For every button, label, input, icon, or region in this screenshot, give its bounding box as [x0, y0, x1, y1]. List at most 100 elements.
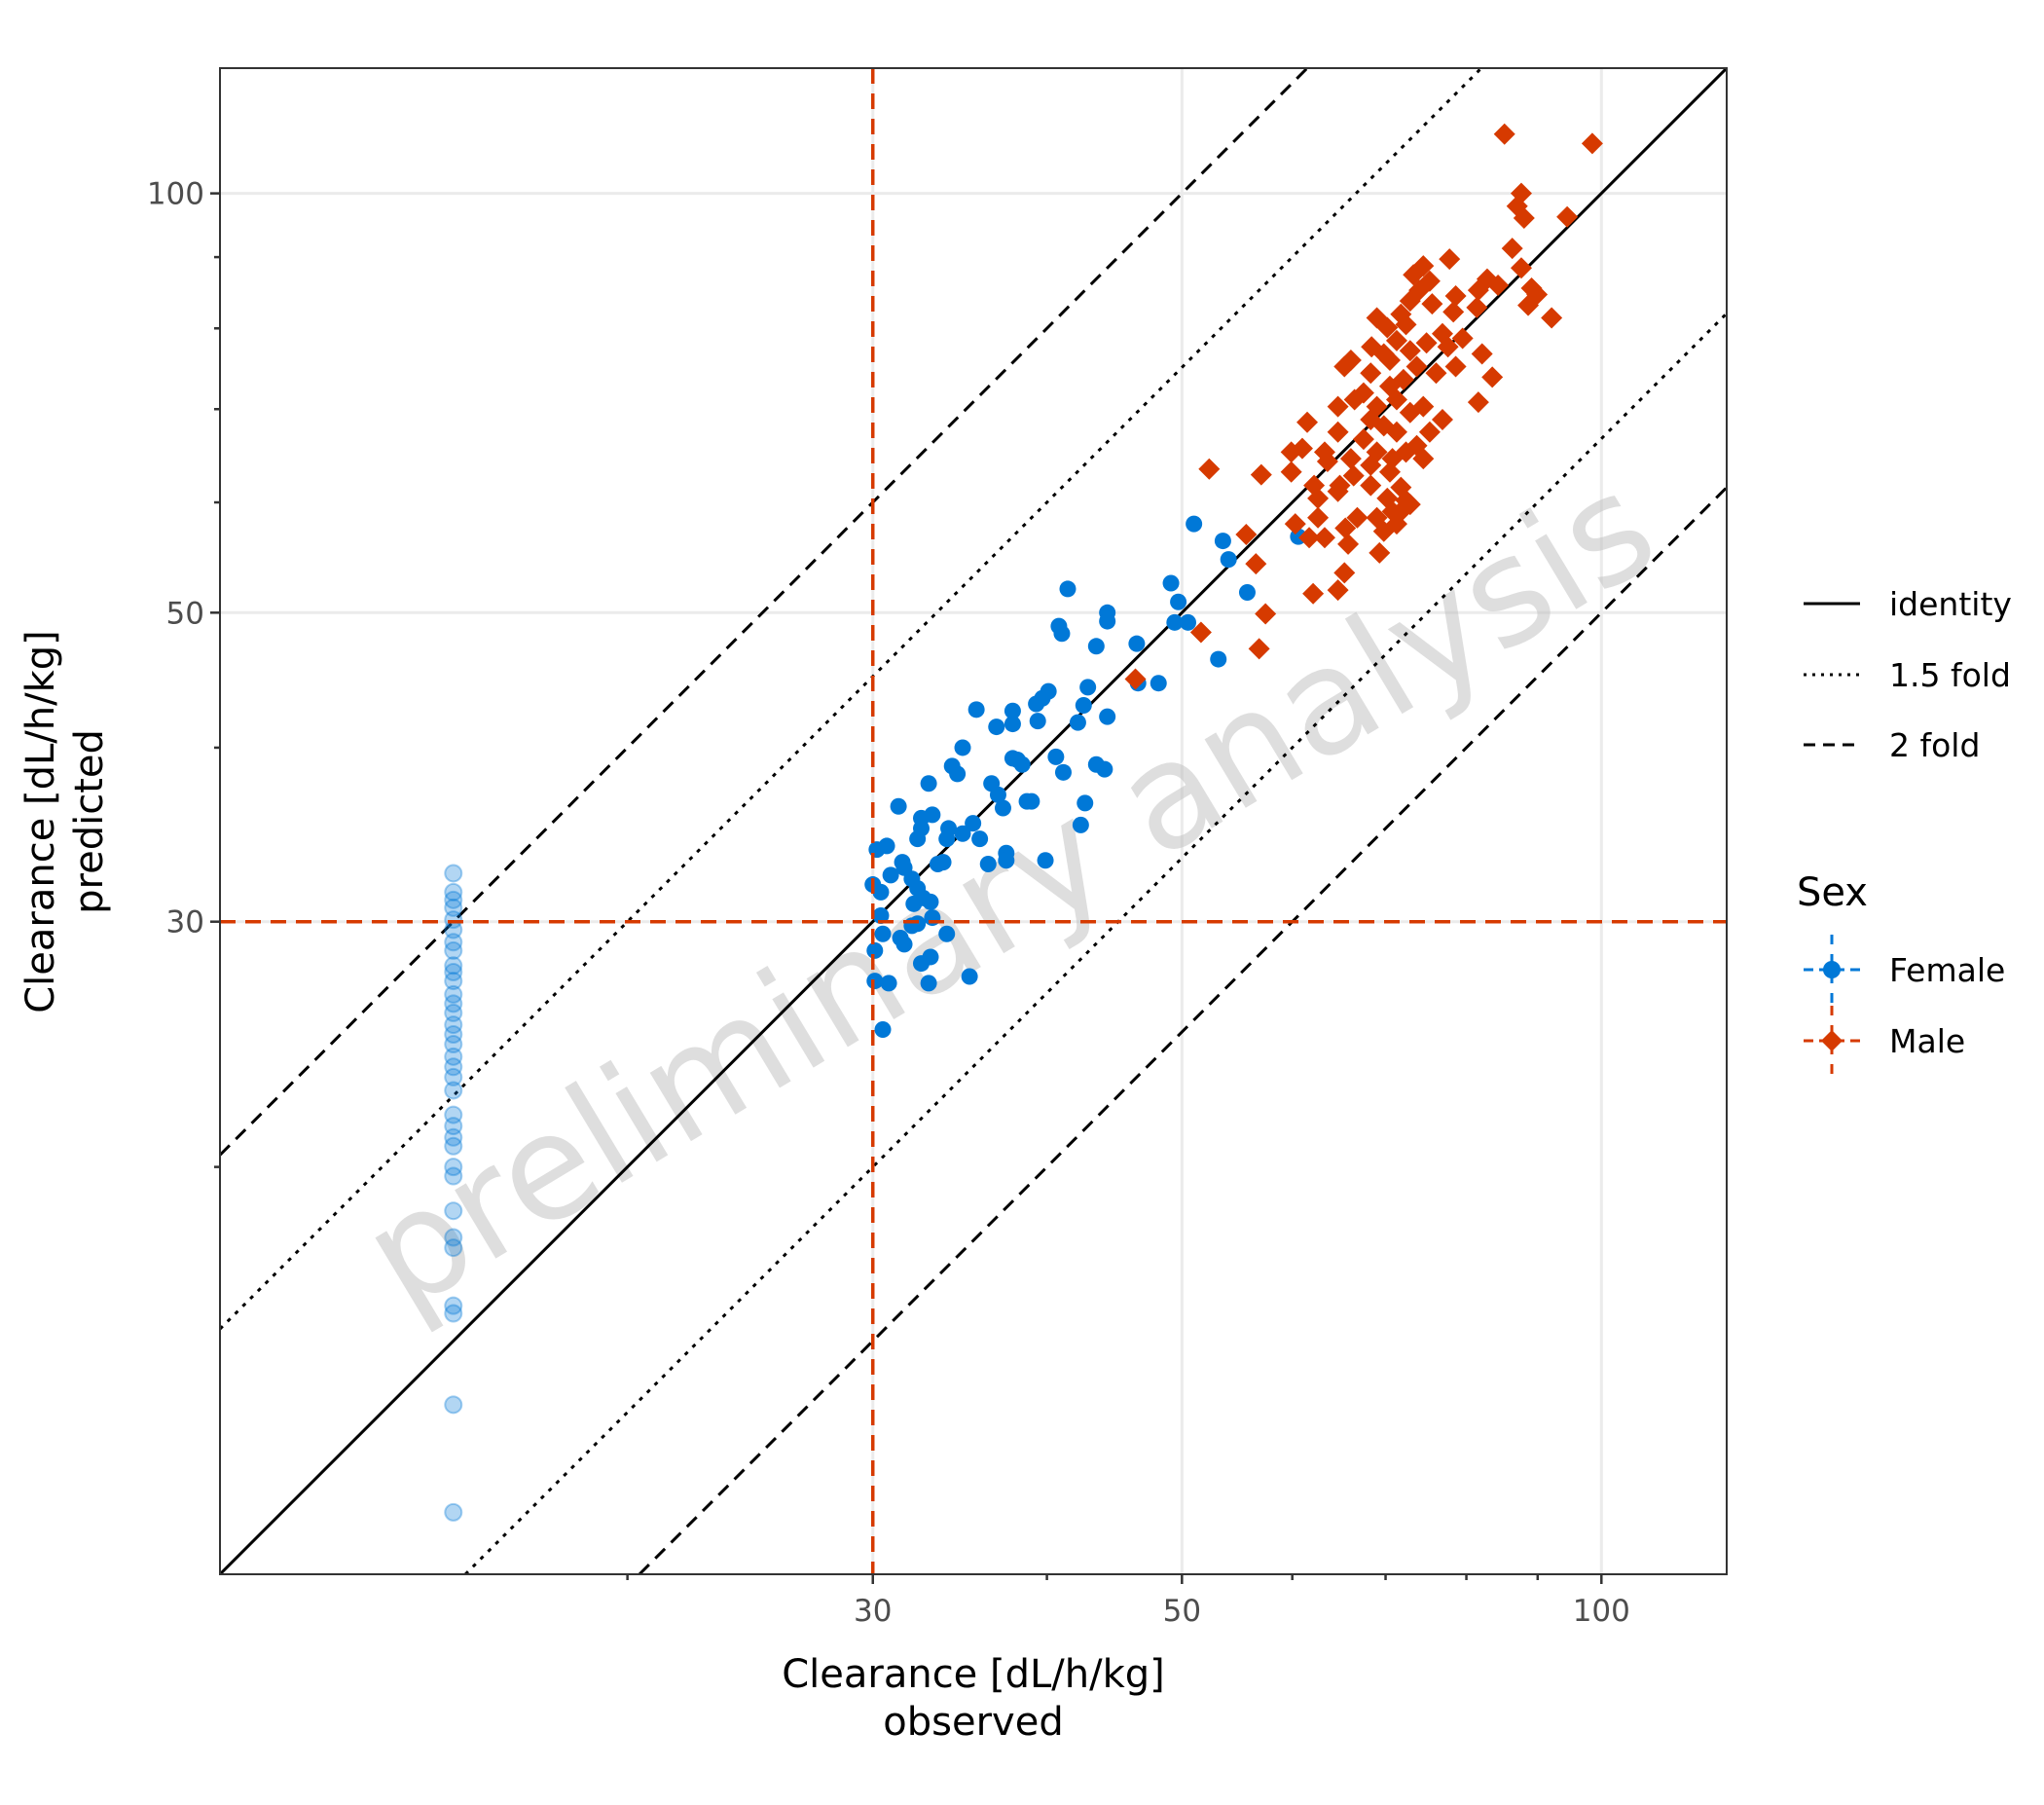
male-point: [1343, 388, 1366, 411]
male-point: [1405, 355, 1428, 378]
male-point: [1360, 454, 1382, 476]
female-point: [872, 907, 890, 925]
y-tick-label: 100: [147, 177, 204, 212]
male-point: [1346, 506, 1369, 529]
female-point: [1162, 574, 1180, 592]
male-point: [1513, 206, 1535, 229]
female-point: [1053, 625, 1071, 643]
female-point: [989, 786, 1006, 803]
male-point: [1124, 668, 1147, 690]
female-point: [872, 883, 890, 901]
female-point: [874, 925, 892, 942]
x-axis-title: Clearance [dL/h/kg] observed: [782, 1652, 1165, 1745]
female-blq-point: [444, 972, 463, 991]
male-point: [1327, 480, 1349, 502]
female-blq-point: [444, 994, 463, 1013]
female-blq-point: [444, 1296, 463, 1315]
male-point: [1378, 460, 1401, 483]
female-point: [1170, 593, 1187, 610]
female-point: [1096, 760, 1113, 778]
female-blq-point: [444, 963, 463, 982]
male-point: [1302, 582, 1325, 605]
male-point: [1581, 132, 1603, 155]
female-blq-point: [444, 940, 463, 960]
male-point: [1339, 448, 1362, 470]
female-blq-point: [444, 1502, 463, 1522]
male-point: [1421, 293, 1443, 315]
male-point: [1412, 448, 1435, 470]
female-point: [878, 837, 895, 855]
female-point: [1059, 580, 1077, 598]
female-point: [1150, 675, 1167, 692]
female-blq-point: [444, 1067, 463, 1087]
female-point: [1047, 748, 1065, 765]
female-point: [1238, 584, 1256, 602]
male-point: [1333, 355, 1356, 378]
female-point: [1220, 551, 1237, 569]
male-point: [1360, 362, 1382, 385]
male-point: [1342, 464, 1365, 487]
male-point: [1541, 307, 1563, 329]
male-point: [1399, 340, 1421, 362]
female-blq-point: [444, 890, 463, 909]
reference-line-1-5-fold: [464, 312, 1727, 1574]
legend-key-male: [1804, 1006, 1860, 1076]
female-point: [1087, 638, 1105, 655]
legend-label-identity: identity: [1889, 585, 2012, 623]
female-point: [880, 975, 897, 992]
x-tick-label: 30: [854, 1594, 892, 1629]
x-axis-title-line-1: Clearance [dL/h/kg]: [782, 1652, 1165, 1697]
female-point: [920, 975, 937, 992]
female-point: [1186, 515, 1203, 533]
female-point: [988, 718, 1005, 736]
y-tick-label: 30: [166, 905, 204, 940]
female-point: [1099, 612, 1116, 630]
female-blq-point: [444, 1003, 463, 1022]
male-point: [1291, 437, 1313, 460]
male-point: [1385, 388, 1407, 411]
female-blq-point: [444, 1127, 463, 1147]
female-point: [913, 809, 931, 827]
lloq-lines: [220, 68, 1727, 1574]
female-point: [1004, 702, 1021, 719]
reference-line-2-fold: [220, 68, 1309, 1157]
male-point: [1444, 285, 1467, 308]
female-point: [924, 909, 941, 927]
female-blq-point: [444, 1024, 463, 1044]
female-blq-point: [444, 1081, 463, 1100]
female-blq-point: [444, 1015, 463, 1035]
female-blq-point: [444, 1395, 463, 1415]
female-blq-point: [444, 956, 463, 976]
male-point: [1378, 349, 1401, 371]
female-point: [874, 1020, 892, 1038]
female-point: [1214, 533, 1231, 550]
female-point: [920, 775, 937, 792]
x-axis-title-line-2: observed: [883, 1700, 1063, 1745]
female-blq-point: [444, 882, 463, 902]
male-point: [1493, 123, 1515, 145]
female-blq-point: [444, 1035, 463, 1054]
male-point: [1442, 301, 1465, 323]
legend-key-female: [1804, 935, 1860, 1005]
male-point: [1250, 463, 1272, 486]
female-point: [1072, 816, 1089, 833]
female-point: [967, 701, 985, 718]
female-point: [882, 866, 899, 884]
male-point: [1556, 205, 1579, 228]
female-point: [938, 925, 956, 942]
male-point: [1395, 313, 1417, 336]
male-point: [1352, 428, 1374, 451]
female-point: [979, 855, 997, 872]
female-point: [949, 765, 967, 783]
legend-label-female: Female: [1889, 951, 2005, 989]
male-point: [1280, 460, 1302, 483]
male-point: [1471, 343, 1493, 365]
male-point: [1334, 517, 1357, 539]
male-point: [1327, 395, 1349, 418]
female-point: [866, 973, 884, 990]
x-tick-label: 100: [1573, 1594, 1630, 1629]
female-blq-point: [444, 1136, 463, 1156]
legend-label-1-5-fold: 1.5 fold: [1889, 656, 2011, 694]
male-point: [1467, 279, 1489, 302]
